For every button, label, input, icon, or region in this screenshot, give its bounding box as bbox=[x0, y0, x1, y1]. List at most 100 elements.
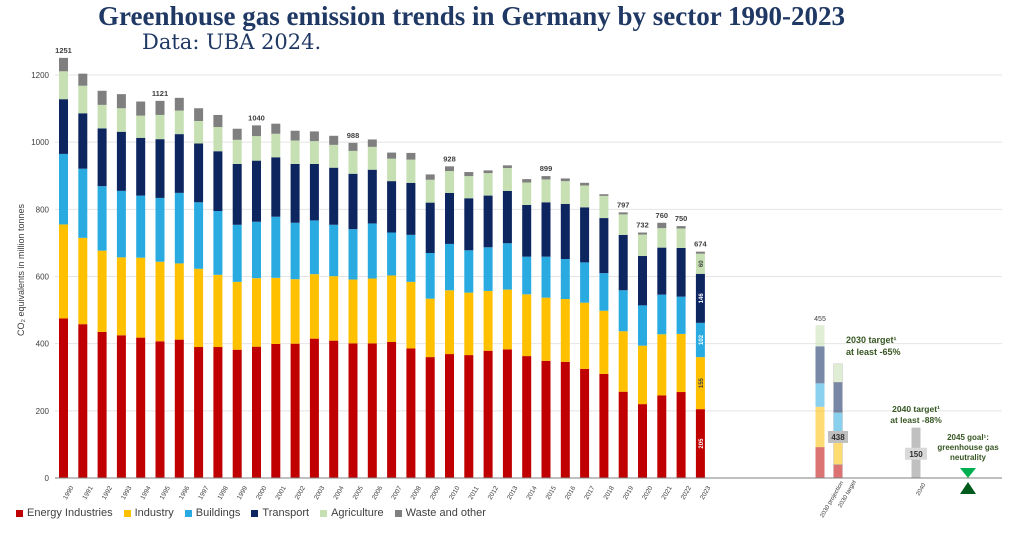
bar-segment bbox=[638, 305, 647, 346]
projection-segment bbox=[815, 325, 825, 347]
bar-segment bbox=[445, 171, 454, 193]
bar-segment bbox=[116, 257, 126, 336]
x-tick-label: 1998 bbox=[217, 485, 230, 501]
legend-item: Energy Industries bbox=[16, 507, 113, 519]
x-tick-label: 1991 bbox=[81, 485, 94, 501]
bar-segment bbox=[502, 243, 512, 290]
bar-segment bbox=[522, 294, 532, 357]
x-tick-label: 1994 bbox=[139, 485, 152, 501]
bar-segment bbox=[560, 178, 570, 182]
bar-segment bbox=[580, 182, 590, 186]
bar-segment bbox=[425, 174, 435, 180]
total-label: 797 bbox=[617, 200, 630, 209]
bar-segment bbox=[657, 294, 667, 335]
x-tick-label: 2007 bbox=[390, 485, 403, 501]
total-label: 750 bbox=[675, 214, 688, 223]
bar-segment bbox=[329, 276, 339, 341]
bar-segment bbox=[464, 292, 474, 356]
goal-marker-bottom bbox=[960, 482, 976, 494]
bar-segment bbox=[155, 114, 165, 140]
bar-segment bbox=[522, 256, 532, 295]
bar-segment bbox=[541, 256, 551, 298]
bar-segment bbox=[657, 247, 667, 295]
bar-segment bbox=[290, 163, 300, 223]
bar-segment bbox=[580, 262, 590, 303]
y-tick-label: 1200 bbox=[31, 71, 49, 80]
bar-segment bbox=[560, 299, 570, 362]
total-label: 1040 bbox=[248, 113, 265, 122]
bar-segment bbox=[116, 190, 126, 258]
bar-segment bbox=[348, 142, 358, 151]
bar-segment bbox=[676, 228, 686, 248]
bar-segment bbox=[213, 211, 223, 275]
total-label: 928 bbox=[443, 154, 456, 163]
bar-segment bbox=[252, 278, 261, 347]
chart-title: Greenhouse gas emission trends in German… bbox=[98, 1, 845, 31]
x-tick-label: 2022 bbox=[680, 485, 693, 501]
bar-segment bbox=[290, 222, 300, 280]
target-box-value: 150 bbox=[909, 450, 923, 459]
total-labels: 1251 1121 1040 988 928 899 797 732 760 750 674 bbox=[55, 46, 707, 249]
bar-segment bbox=[695, 273, 705, 323]
bar-segment bbox=[174, 97, 184, 111]
bar-segment bbox=[483, 195, 493, 248]
bar-segment bbox=[329, 340, 339, 478]
bar-segment bbox=[271, 344, 281, 478]
x-tick-label: 2009 bbox=[429, 485, 442, 501]
bar-segment bbox=[136, 137, 146, 196]
target-annotation: at least -65% bbox=[846, 347, 901, 357]
bar-segment bbox=[78, 113, 88, 169]
bar-segment bbox=[618, 214, 628, 235]
bar-segment bbox=[657, 395, 667, 478]
y-tick-label: 800 bbox=[36, 205, 50, 214]
bar-segment bbox=[348, 150, 358, 174]
x-tick-label: 2020 bbox=[641, 485, 654, 501]
bar-segment bbox=[522, 204, 532, 257]
bar-segment bbox=[580, 185, 590, 208]
bar-segment bbox=[560, 259, 570, 300]
bar-segment bbox=[522, 182, 532, 205]
bar-segment bbox=[97, 186, 107, 251]
segment-value-label: 146 bbox=[699, 293, 705, 304]
bar-segment bbox=[116, 108, 126, 132]
target-annotation: 2030 target¹ bbox=[846, 335, 897, 345]
bar-segment bbox=[329, 224, 339, 277]
bar-segment bbox=[136, 115, 146, 138]
bar-segment bbox=[116, 94, 126, 109]
bar-segment bbox=[367, 146, 377, 170]
segment-value-label: 102 bbox=[699, 334, 705, 345]
bar-segment bbox=[174, 134, 184, 193]
bar-segment bbox=[695, 409, 705, 478]
bar-segment bbox=[252, 346, 261, 478]
chart-subtitle: Data: UBA 2024. bbox=[142, 30, 322, 54]
target-box bbox=[828, 430, 848, 443]
bar-segment bbox=[59, 318, 68, 478]
y-tick-label: 200 bbox=[36, 407, 50, 416]
bar-segment bbox=[464, 172, 474, 177]
bar-segment bbox=[194, 202, 204, 269]
bar-segment bbox=[155, 197, 165, 262]
x-tick-label: 2010 bbox=[448, 485, 461, 501]
bar-segment bbox=[406, 159, 416, 183]
bar-segment bbox=[676, 333, 686, 393]
y-axis-ticks: 0 200 400 600 800 1000 1200 bbox=[31, 71, 49, 483]
bar-segment bbox=[367, 343, 377, 478]
total-label: 1121 bbox=[152, 89, 168, 98]
legend-label: Industry bbox=[134, 507, 174, 519]
bar-segment bbox=[695, 251, 705, 254]
bar-segment bbox=[232, 163, 242, 225]
bar-segment bbox=[541, 360, 551, 478]
bar-segment bbox=[599, 195, 609, 219]
bar-segment bbox=[194, 143, 204, 203]
bar-segment bbox=[252, 160, 261, 222]
bar-segment bbox=[599, 373, 609, 478]
legend-swatch bbox=[394, 509, 402, 517]
bar-segment bbox=[657, 334, 667, 396]
bar-segment bbox=[271, 133, 281, 158]
bar-segment bbox=[213, 151, 223, 212]
bar-segment bbox=[638, 256, 647, 306]
bar-segment bbox=[560, 361, 570, 478]
bar-segment bbox=[618, 234, 628, 291]
target-annotation: 2040 target¹ bbox=[892, 404, 940, 414]
